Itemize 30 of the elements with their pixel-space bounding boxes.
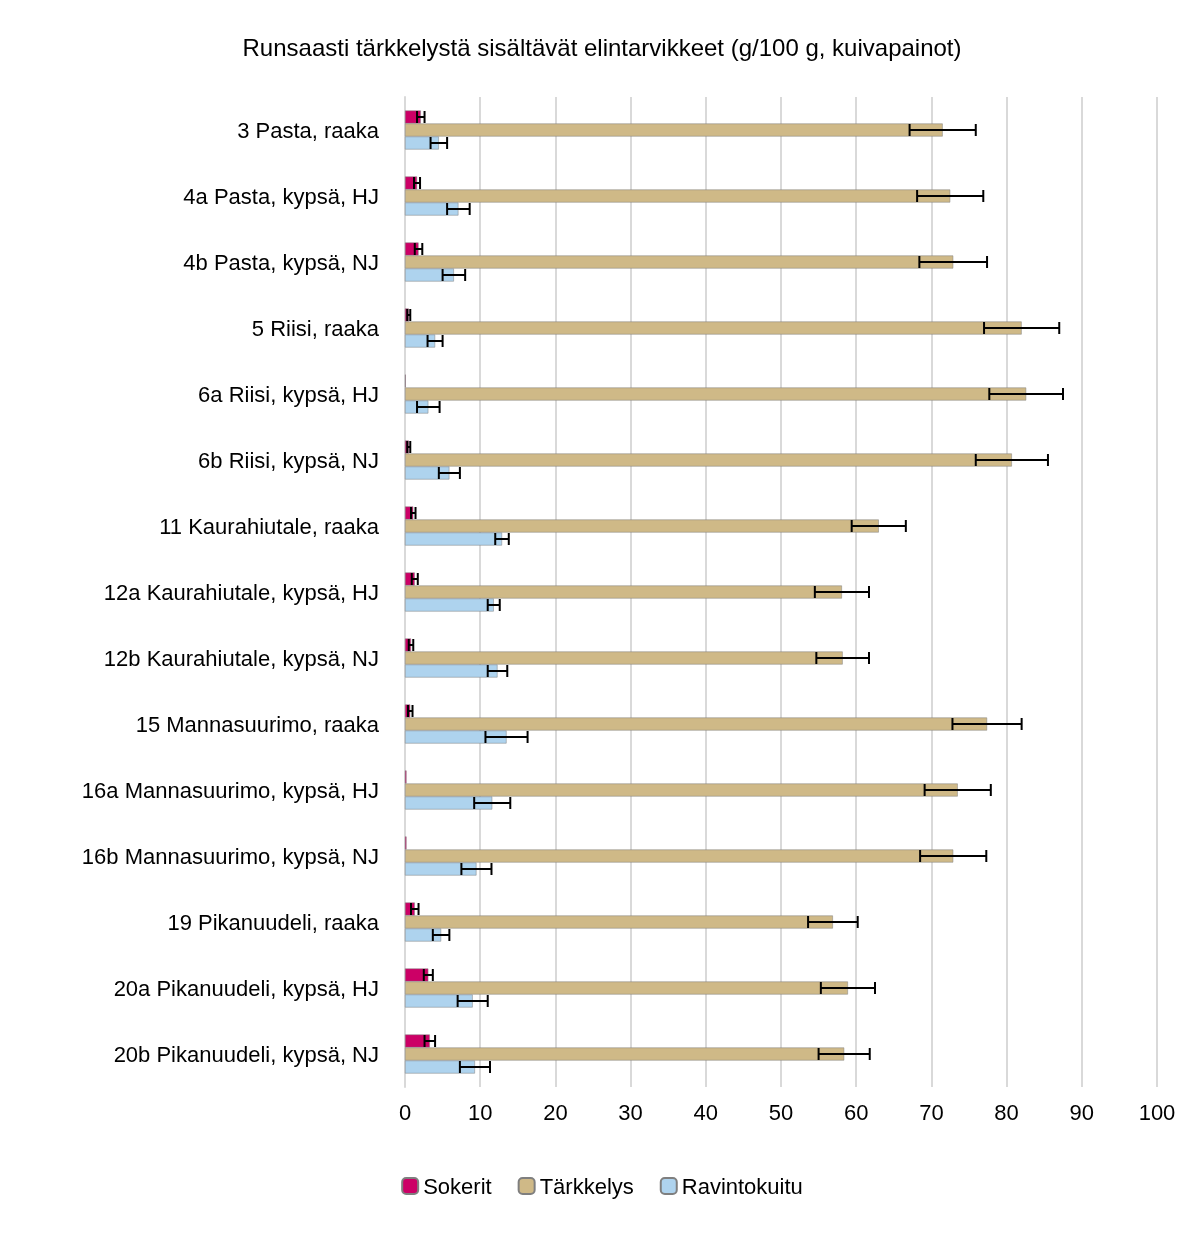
y-tick-label: 4b Pasta, kypsä, NJ (183, 249, 379, 275)
x-tick-label: 40 (693, 1099, 719, 1125)
x-tick-label: 100 (1138, 1099, 1176, 1125)
x-tick-label: 0 (398, 1099, 412, 1125)
x-tick-label: 30 (618, 1099, 643, 1125)
x-tick-label: 20 (543, 1099, 568, 1125)
legend-label: Ravintokuitu (681, 1173, 803, 1199)
y-tick-label: 3 Pasta, raaka (237, 117, 380, 143)
x-tick-label: 10 (467, 1099, 493, 1125)
y-tick-label: 6a Riisi, kypsä, HJ (198, 381, 379, 407)
y-tick-label: 12b Kaurahiutale, kypsä, NJ (103, 645, 379, 671)
y-tick-label: 15 Mannasuurimo, raaka (135, 711, 380, 737)
y-tick-label: 12a Kaurahiutale, kypsä, HJ (103, 579, 379, 605)
legend-label: Sokerit (423, 1173, 492, 1199)
y-tick-label: 20a Pikanuudeli, kypsä, HJ (113, 975, 379, 1001)
y-tick-label: 19 Pikanuudeli, raaka (167, 909, 380, 935)
x-tick-label: 90 (1069, 1099, 1095, 1125)
x-tick-label: 60 (843, 1099, 869, 1125)
y-tick-label: 4a Pasta, kypsä, HJ (183, 183, 379, 209)
chart-title: Runsaasti tärkkelystä sisältävät elintarvikkeet (g/100 g, kuivapainot) (242, 33, 962, 61)
legend-label: Tärkkelys (539, 1173, 634, 1199)
y-tick-label: 16b Mannasuurimo, kypsä, NJ (81, 843, 379, 869)
x-tick-label: 70 (919, 1099, 944, 1125)
y-tick-label: 6b Riisi, kypsä, NJ (198, 447, 379, 473)
y-tick-label: 20b Pikanuudeli, kypsä, NJ (113, 1041, 379, 1067)
y-tick-label: 16a Mannasuurimo, kypsä, HJ (81, 777, 379, 803)
y-tick-label: 5 Riisi, raaka (251, 315, 380, 341)
y-tick-label: 11 Kaurahiutale, raaka (159, 513, 380, 539)
x-tick-label: 50 (768, 1099, 794, 1125)
x-tick-label: 80 (994, 1099, 1019, 1125)
